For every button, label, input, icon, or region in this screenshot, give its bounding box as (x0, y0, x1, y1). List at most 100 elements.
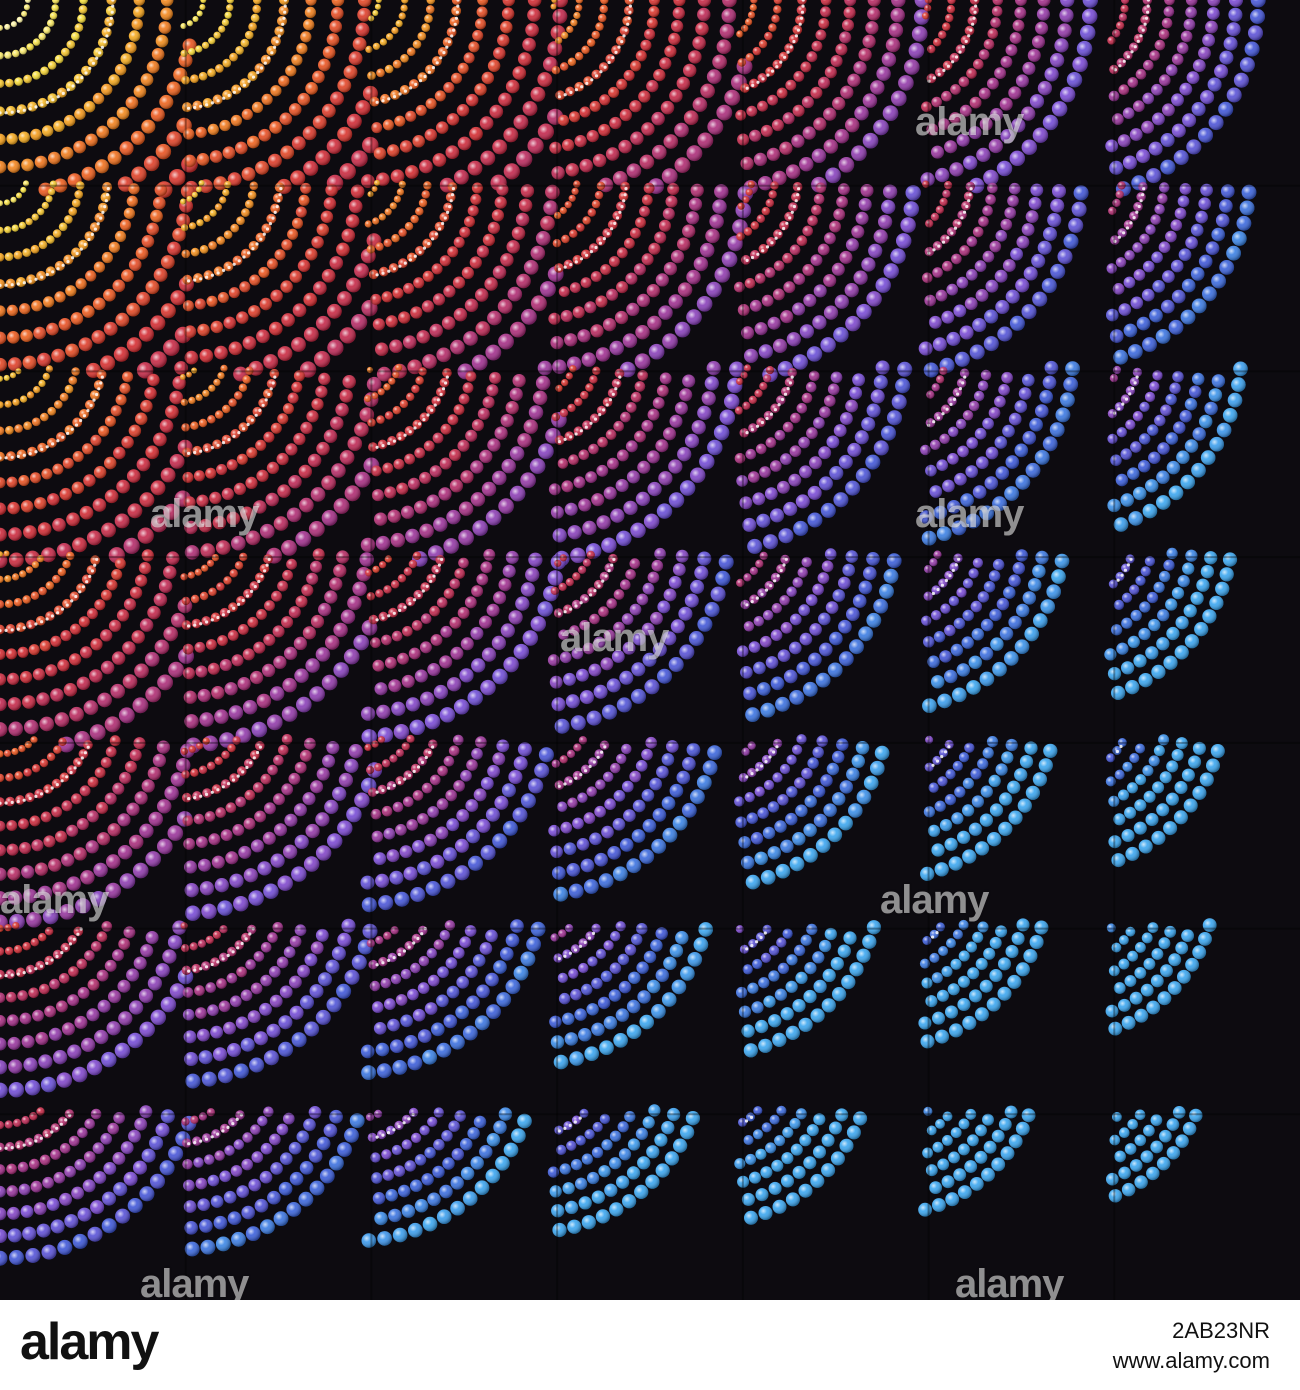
bead-highlight (465, 429, 478, 442)
bead-highlight (229, 52, 238, 62)
bead-highlight (154, 183, 168, 197)
white-accent-dot (927, 79, 931, 83)
bead-highlight (300, 421, 313, 434)
bead-highlight (11, 224, 19, 232)
bead-highlight (45, 664, 58, 677)
white-accent-dot (439, 56, 443, 60)
bead-highlight (150, 351, 167, 368)
bead-highlight (0, 502, 7, 515)
bead-highlight (772, 170, 787, 186)
bead-highlight (250, 13, 260, 23)
bead-highlight (298, 194, 310, 206)
bead-highlight (46, 235, 55, 244)
bead-highlight (908, 42, 925, 59)
bead-highlight (32, 38, 41, 46)
bead-highlight (339, 389, 353, 403)
bead-highlight (578, 449, 590, 461)
bead-highlight (312, 548, 325, 561)
bead-highlight (1233, 361, 1248, 377)
bead-highlight (960, 493, 974, 507)
bead-highlight (378, 213, 386, 221)
bead-highlight (530, 86, 546, 102)
bead-highlight (497, 34, 510, 47)
bead-highlight (241, 208, 250, 217)
bead-highlight (713, 424, 730, 441)
bead-highlight (561, 31, 569, 39)
bead-highlight (987, 182, 998, 194)
bead-highlight (1060, 0, 1075, 8)
bead-highlight (840, 85, 854, 99)
bead-highlight (1219, 260, 1235, 275)
bead-highlight (312, 115, 327, 130)
bead-highlight (5, 624, 16, 634)
bead-highlight (592, 153, 607, 168)
white-accent-dot (251, 75, 256, 79)
bead-highlight (315, 315, 331, 331)
bead-highlight (114, 558, 126, 569)
bead-highlight (150, 480, 166, 496)
bead-highlight (1192, 372, 1205, 386)
white-accent-dot (95, 557, 99, 562)
bead-highlight (810, 86, 823, 99)
bead-highlight (50, 635, 62, 647)
bead-highlight (30, 244, 40, 254)
bead-highlight (819, 406, 831, 419)
bead-highlight (258, 266, 270, 278)
white-accent-dot (222, 268, 226, 272)
bead-highlight (515, 212, 530, 227)
bead-highlight (663, 134, 679, 149)
bead-highlight (197, 323, 210, 337)
bead-highlight (188, 48, 196, 56)
bead-highlight (108, 619, 122, 632)
white-accent-dot (755, 424, 760, 428)
white-accent-dot (594, 245, 598, 250)
bead-highlight (517, 433, 532, 448)
bead-highlight (183, 154, 197, 168)
bead-highlight (172, 227, 187, 242)
bead-highlight (824, 66, 837, 79)
bead-highlight (966, 236, 978, 247)
bead-highlight (432, 432, 444, 444)
bead-highlight (339, 327, 356, 344)
bead-highlight (1164, 0, 1175, 6)
bead-highlight (238, 383, 248, 392)
bead-highlight (108, 74, 120, 86)
bead-highlight (845, 238, 859, 252)
bead-highlight (214, 203, 222, 211)
white-accent-dot (951, 60, 955, 64)
bead-highlight (972, 318, 987, 332)
bead-highlight (741, 24, 749, 32)
bead-highlight (785, 164, 801, 179)
bead-highlight (586, 38, 596, 47)
bead-highlight (217, 635, 228, 646)
white-accent-dot (91, 61, 95, 65)
white-accent-dot (796, 193, 800, 197)
bead-highlight (648, 0, 660, 6)
bead-highlight (690, 467, 706, 483)
bead-highlight (565, 163, 579, 177)
bead-highlight (214, 410, 224, 419)
bead-highlight (323, 429, 338, 443)
bead-highlight (5, 105, 16, 116)
white-accent-dot (89, 403, 93, 407)
bead-highlight (873, 119, 889, 136)
bead-highlight (748, 395, 757, 404)
bead-highlight (353, 634, 370, 651)
bead-highlight (439, 255, 451, 267)
white-accent-dot (1135, 210, 1139, 214)
bead-highlight (0, 200, 3, 207)
bead-highlight (1039, 390, 1053, 404)
white-accent-dot (16, 109, 20, 113)
bead-highlight (598, 123, 611, 137)
bead-highlight (693, 256, 709, 272)
bead-highlight (549, 141, 562, 154)
bead-highlight (992, 0, 1004, 6)
bead-highlight (1149, 308, 1163, 323)
bead-highlight (1008, 182, 1021, 195)
bead-highlight (194, 641, 206, 653)
white-accent-dot (1125, 226, 1129, 230)
white-accent-dot (611, 56, 615, 60)
bead-highlight (119, 219, 132, 231)
bead-highlight (208, 37, 216, 45)
bead-highlight (128, 183, 140, 195)
